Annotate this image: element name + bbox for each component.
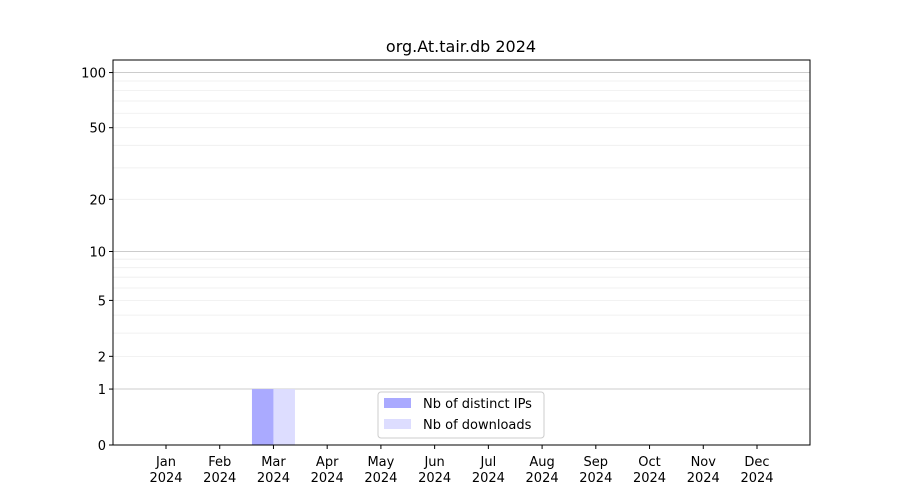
y-tick-label: 0 — [98, 439, 106, 454]
x-tick-label: May 2024 — [364, 455, 397, 486]
x-tick-label-line: May — [367, 455, 394, 470]
x-tick-label-line: Feb — [208, 455, 231, 470]
legend-swatch — [384, 398, 411, 408]
x-tick-label-line: Jan — [155, 455, 176, 470]
y-tick-label: 50 — [89, 122, 106, 137]
legend-label: Nb of distinct IPs — [423, 397, 532, 412]
x-tick-label-line: 2024 — [364, 471, 397, 486]
x-tick-label-line: Nov — [691, 455, 717, 470]
x-tick-label-line: 2024 — [149, 471, 182, 486]
x-tick-label-line: Aug — [529, 455, 554, 470]
x-tick-label-line: 2024 — [633, 471, 666, 486]
x-tick-label: Mar 2024 — [257, 455, 290, 486]
x-tick-label-line: Sep — [584, 455, 609, 470]
x-tick-label-line: 2024 — [203, 471, 236, 486]
legend: Nb of distinct IPs Nb of downloads — [377, 391, 545, 439]
x-tick-label: Jun 2024 — [418, 455, 451, 486]
y-tick-label: 10 — [89, 245, 106, 260]
legend-label: Nb of downloads — [423, 418, 532, 433]
legend-box — [377, 391, 545, 439]
chart-title: org.At.tair.db 2024 — [386, 37, 536, 56]
x-tick-label: Apr 2024 — [311, 455, 344, 486]
y-tick-label: 2 — [98, 350, 106, 365]
y-tick-label: 20 — [89, 193, 106, 208]
x-tick-label-line: 2024 — [526, 471, 559, 486]
legend-swatch — [384, 419, 411, 429]
x-tick-label-line: 2024 — [472, 471, 505, 486]
x-tick-label: Aug 2024 — [526, 455, 559, 486]
x-tick-label-line: 2024 — [257, 471, 290, 486]
x-tick-label-line: 2024 — [740, 471, 773, 486]
x-tick-label-line: Jun — [423, 455, 444, 470]
x-tick-label-line: Apr — [316, 455, 339, 470]
bar-distinct-ips — [251, 389, 274, 445]
y-tick-label: 100 — [81, 67, 106, 82]
x-tick-label-line: 2024 — [687, 471, 720, 486]
x-tick-label-line: Mar — [261, 455, 286, 470]
y-tick-label: 5 — [98, 294, 106, 309]
x-tick-label: Dec 2024 — [740, 455, 773, 486]
x-tick-label: Oct 2024 — [633, 455, 666, 486]
x-tick-label: Sep 2024 — [579, 455, 612, 486]
x-tick-label: Jan 2024 — [149, 455, 182, 486]
plot-frame — [112, 59, 811, 446]
bar-downloads — [273, 389, 295, 445]
x-tick-label: Nov 2024 — [687, 455, 720, 486]
x-tick-label-line: Jul — [480, 455, 497, 470]
x-tick-label: Jul 2024 — [472, 455, 505, 486]
y-tick-label: 1 — [98, 383, 106, 398]
x-tick-label-line: 2024 — [579, 471, 612, 486]
x-tick-label-line: 2024 — [311, 471, 344, 486]
x-tick-label-line: 2024 — [418, 471, 451, 486]
x-tick-label-line: Oct — [638, 455, 660, 470]
x-tick-label: Feb 2024 — [203, 455, 236, 486]
x-tick-label-line: Dec — [744, 455, 769, 470]
